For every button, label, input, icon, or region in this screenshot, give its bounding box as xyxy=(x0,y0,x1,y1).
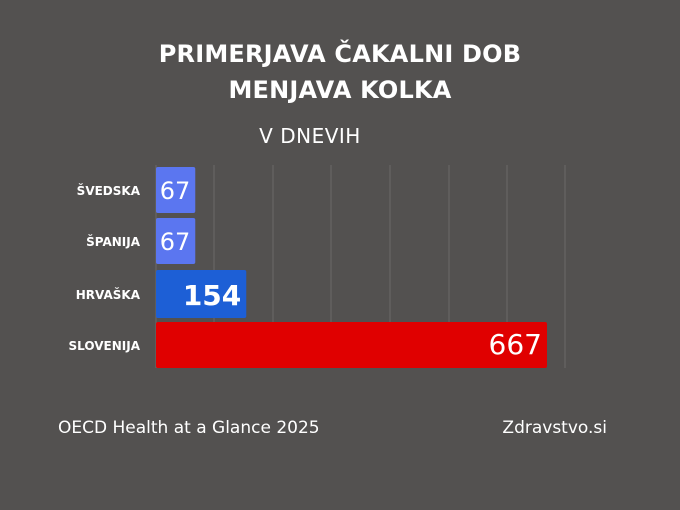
category-label: ŠVEDSKA xyxy=(77,183,141,198)
brand-label: Zdravstvo.si xyxy=(502,418,607,438)
chart-title-line-1: PRIMERJAVA ČAKALNI DOB xyxy=(158,40,522,68)
bar-1 xyxy=(156,167,196,213)
chart-subtitle: V DNEVIH xyxy=(259,124,361,148)
chart-title-line-2: MENJAVA KOLKA xyxy=(228,76,452,104)
category-label: ŠPANIJA xyxy=(86,234,141,249)
category-label: SLOVENIJA xyxy=(69,339,141,353)
source-label: OECD Health at a Glance 2025 xyxy=(58,418,320,438)
bar-4 xyxy=(156,322,547,368)
data-label: 154 xyxy=(183,279,241,312)
data-label: 67 xyxy=(160,177,191,205)
category-label: HRVAŠKA xyxy=(76,287,141,302)
data-label: 667 xyxy=(489,328,542,361)
bar-3 xyxy=(156,270,247,318)
bar-2 xyxy=(156,218,196,264)
data-label: 67 xyxy=(160,228,191,256)
